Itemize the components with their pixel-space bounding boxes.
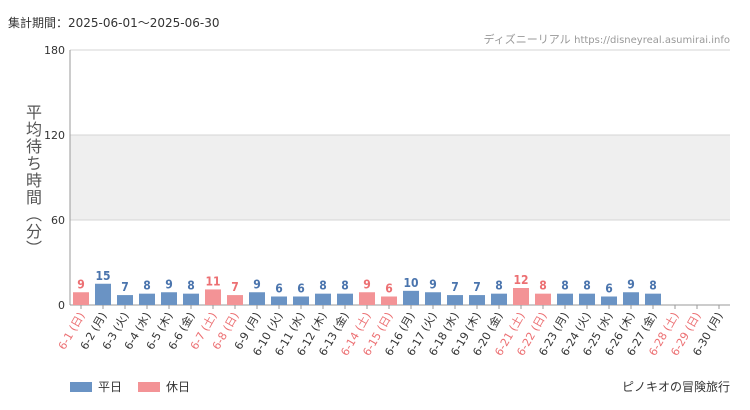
bar	[205, 289, 221, 305]
y-tick-label: 60	[51, 214, 65, 227]
bar	[469, 295, 485, 305]
bar	[425, 292, 441, 305]
data-label: 12	[513, 273, 528, 287]
bar	[73, 292, 89, 305]
period-label: 集計期間：2025-06-01～2025-06-30	[8, 16, 220, 30]
y-tick-label: 120	[44, 129, 65, 142]
bar	[271, 296, 287, 305]
bar	[447, 295, 463, 305]
data-label: 8	[583, 279, 591, 293]
bar	[337, 293, 353, 305]
attraction-name: ピノキオの冒険旅行	[621, 380, 730, 394]
source-url[interactable]: https://disneyreal.asumirai.info	[574, 35, 730, 46]
legend-holiday-swatch	[138, 381, 161, 392]
data-label: 8	[187, 279, 195, 293]
bar	[227, 295, 243, 305]
bar	[293, 296, 309, 305]
data-label: 9	[165, 277, 173, 291]
legend-weekday-label: 平日	[98, 380, 123, 394]
data-label: 7	[231, 280, 239, 294]
bar	[645, 293, 661, 305]
y-tick-label: 0	[58, 299, 65, 312]
data-label: 6	[605, 282, 613, 296]
legend-holiday-label: 休日	[166, 380, 191, 394]
legend-weekday[interactable]: 平日	[70, 378, 122, 395]
data-label: 8	[495, 279, 503, 293]
data-label: 9	[253, 277, 261, 291]
legend-weekday-swatch	[70, 381, 92, 392]
bar	[623, 292, 639, 305]
data-label: 6	[385, 282, 393, 296]
source-name: ディズニーリアル	[483, 33, 571, 46]
source-credit[interactable]: ディズニーリアル https://disneyreal.asumirai.inf…	[484, 31, 731, 47]
y-axis-label: 平均待ち時間（分）	[23, 103, 42, 257]
data-label: 9	[429, 277, 437, 291]
bar	[557, 293, 573, 305]
bar	[535, 293, 551, 305]
data-label: 7	[121, 280, 129, 294]
data-label: 9	[627, 277, 635, 291]
bar	[359, 292, 375, 305]
legend-holiday[interactable]: 休日	[138, 378, 190, 395]
y-tick-label: 180	[44, 44, 65, 57]
data-label: 8	[561, 279, 569, 293]
data-label: 11	[205, 274, 220, 288]
data-label: 8	[649, 279, 657, 293]
bar	[381, 296, 397, 305]
data-label: 8	[341, 279, 349, 293]
data-label: 15	[95, 269, 110, 283]
bar	[513, 288, 529, 305]
data-label: 6	[297, 282, 305, 296]
data-label: 8	[143, 279, 151, 293]
bar	[315, 293, 331, 305]
bar	[161, 292, 177, 305]
bar	[403, 290, 419, 305]
data-label: 9	[77, 277, 85, 291]
data-label: 8	[319, 279, 327, 293]
data-label: 9	[363, 277, 371, 291]
bar	[95, 283, 111, 305]
data-label: 7	[451, 280, 459, 294]
bar	[579, 293, 595, 305]
bar	[139, 293, 155, 305]
chart-band	[70, 135, 730, 220]
data-label: 8	[539, 279, 547, 293]
data-label: 6	[275, 282, 283, 296]
bar	[601, 296, 617, 305]
bar	[491, 293, 507, 305]
data-label: 10	[403, 276, 418, 290]
bar	[249, 292, 265, 305]
bar	[117, 295, 133, 305]
data-label: 7	[473, 280, 481, 294]
legend: 平日 休日	[70, 378, 206, 395]
bar	[183, 293, 199, 305]
